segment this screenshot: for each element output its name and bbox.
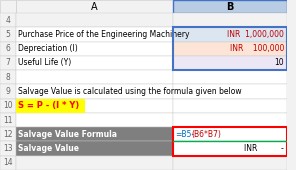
Text: INR  1,000,000: INR 1,000,000 — [227, 30, 284, 39]
Bar — [15, 127, 173, 141]
Text: Salvage Value is calculated using the formula given below: Salvage Value is calculated using the fo… — [18, 87, 242, 96]
Text: =B5-: =B5- — [176, 130, 195, 139]
Bar — [15, 0, 173, 13]
Bar — [0, 27, 15, 41]
Text: A: A — [91, 2, 97, 12]
Bar — [0, 84, 15, 99]
Bar — [0, 41, 15, 56]
Bar — [15, 84, 173, 99]
Bar — [173, 113, 287, 127]
Text: 11: 11 — [3, 116, 12, 125]
Bar — [173, 70, 287, 84]
Text: B: B — [226, 2, 234, 12]
Text: 4: 4 — [5, 16, 10, 25]
Bar — [15, 141, 173, 156]
Bar — [15, 99, 85, 113]
Bar — [15, 156, 173, 170]
Bar — [173, 0, 287, 13]
Text: Salvage Value: Salvage Value — [18, 144, 79, 153]
Text: Purchase Price of the Engineering Machinery: Purchase Price of the Engineering Machin… — [18, 30, 190, 39]
Text: INR          -: INR - — [244, 144, 284, 153]
Bar — [0, 99, 15, 113]
Bar — [173, 84, 287, 99]
Bar — [173, 56, 287, 70]
Text: (B6*B7): (B6*B7) — [192, 130, 222, 139]
Bar — [0, 13, 15, 27]
Bar — [15, 70, 173, 84]
Text: Useful Life (Y): Useful Life (Y) — [18, 58, 72, 67]
Bar — [173, 99, 287, 113]
Text: Depreciation (I): Depreciation (I) — [18, 44, 78, 53]
Text: 8: 8 — [5, 73, 10, 82]
Bar — [173, 27, 287, 70]
Bar — [0, 127, 15, 141]
Text: S = P - (I * Y): S = P - (I * Y) — [18, 101, 80, 110]
Text: 13: 13 — [3, 144, 12, 153]
Bar — [173, 41, 287, 56]
Bar — [15, 13, 173, 27]
Bar — [0, 113, 15, 127]
Bar — [173, 127, 287, 156]
Bar — [15, 27, 173, 41]
Text: 10: 10 — [274, 58, 284, 67]
Text: 5: 5 — [5, 30, 10, 39]
Text: Salvage Value Formula: Salvage Value Formula — [18, 130, 118, 139]
Bar — [15, 99, 173, 113]
Text: INR    100,000: INR 100,000 — [230, 44, 284, 53]
Bar — [173, 27, 287, 41]
Bar — [0, 70, 15, 84]
Bar — [0, 0, 15, 13]
Bar — [0, 56, 15, 70]
Bar — [173, 13, 287, 27]
Text: 6: 6 — [5, 44, 10, 53]
Text: 9: 9 — [5, 87, 10, 96]
Bar — [15, 113, 173, 127]
Bar — [0, 141, 15, 156]
Bar — [15, 56, 173, 70]
Text: 7: 7 — [5, 58, 10, 67]
Bar — [173, 127, 287, 141]
Bar — [173, 156, 287, 170]
Bar — [0, 156, 15, 170]
Bar — [15, 41, 173, 56]
Text: 12: 12 — [3, 130, 12, 139]
Bar — [173, 141, 287, 156]
Text: 10: 10 — [3, 101, 12, 110]
Text: 14: 14 — [3, 158, 12, 167]
